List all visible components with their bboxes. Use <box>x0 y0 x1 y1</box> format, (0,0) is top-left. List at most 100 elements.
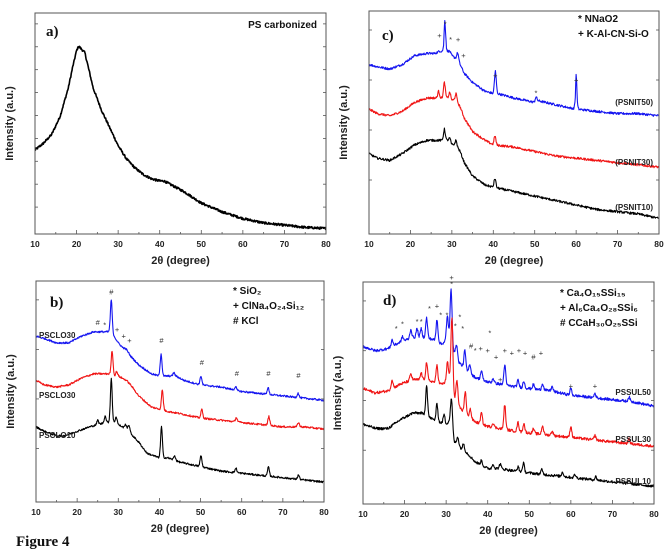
panel-a-letter: a) <box>46 24 59 40</box>
peak-marker: # <box>109 287 114 296</box>
x-tick-label: 50 <box>197 239 207 249</box>
series-line-psclo10 <box>35 377 325 484</box>
peak-marker: + <box>498 375 503 384</box>
peak-marker: + <box>593 382 598 391</box>
x-tick-label: 40 <box>155 507 165 517</box>
peak-marker: + <box>456 35 461 44</box>
x-tick-label: 10 <box>31 507 41 517</box>
x-tick-label: 80 <box>319 507 329 517</box>
x-tick-label: 70 <box>608 509 618 519</box>
peak-marker: + <box>569 382 574 391</box>
panel-d-marker-group: * * * ** +* **+***# * + +*+++ + + + # ++ + <box>395 273 598 391</box>
peak-marker: # <box>235 369 240 378</box>
peak-marker: * <box>439 311 442 320</box>
peak-marker: + <box>503 346 508 355</box>
x-tick-label: 50 <box>530 239 540 249</box>
series-label: (PSNIT10) <box>615 203 653 212</box>
legend-entry: # KCl <box>233 316 259 327</box>
x-tick-label: 80 <box>654 239 664 249</box>
panel-c: (PSNIT50)(PSNIT30)(PSNIT10) +** +++*+ 10 2… <box>338 10 664 267</box>
series-line-psnit30 <box>368 81 660 169</box>
peak-marker: * <box>444 20 447 29</box>
series-line-pssul50 <box>362 288 655 408</box>
panel-c-ylabel: Intensity (a.u.) <box>338 85 350 160</box>
peak-marker: # <box>296 371 301 380</box>
peak-marker: * <box>420 317 423 326</box>
peak-marker: * <box>103 320 106 329</box>
x-tick-label: 70 <box>278 507 288 517</box>
peak-marker: + <box>574 75 579 84</box>
x-tick-label: 30 <box>113 239 123 249</box>
peak-marker: + <box>486 346 491 355</box>
x-tick-label: 50 <box>196 507 206 517</box>
panel-b-xlabel: 2θ (degree) <box>151 523 210 535</box>
series-line-pssul10 <box>362 385 655 488</box>
legend-entry: * SiO₂ <box>233 286 261 297</box>
legend-entry: + Al₆Ca₄O₂₈SSi₆ <box>560 303 638 314</box>
panel-a-xlabel: 2θ (degree) <box>151 255 210 267</box>
panel-b-frame <box>35 280 325 503</box>
legend-entry: * NNaO2 <box>578 14 618 25</box>
x-tick-label: 70 <box>280 239 290 249</box>
legend-entry: * Ca₄O₁₅SSi₁₅ <box>560 288 626 299</box>
peak-marker: + <box>115 325 120 334</box>
panel-a-frame <box>34 12 327 235</box>
x-tick-label: 10 <box>358 509 368 519</box>
panel-b-series-group: PSCLO30 PSCLO30 PSCLO10 <box>35 299 325 484</box>
peak-marker: # <box>159 336 164 345</box>
x-tick-label: 80 <box>321 239 331 249</box>
peak-marker: # <box>531 353 536 362</box>
panel-d-series-group: PSSUL50 PSSUL30 PSSUL10 <box>362 288 655 488</box>
x-tick-label: 80 <box>649 509 659 519</box>
panel-d-letter: d) <box>383 293 396 309</box>
x-tick-label: 60 <box>571 239 581 249</box>
peak-marker: # <box>96 318 101 327</box>
peak-marker: * <box>416 317 419 326</box>
peak-marker: # <box>266 369 271 378</box>
panel-d-ticks: 10 20 30 40 50 60 70 80 <box>358 300 659 519</box>
panel-b-ticks: 10 20 30 40 50 60 70 80 <box>31 299 329 517</box>
peak-marker: * <box>458 313 461 322</box>
peak-marker: * <box>534 89 537 98</box>
series-label: (PSNIT50) <box>615 98 653 107</box>
peak-marker: * <box>454 322 457 331</box>
x-tick-label: 60 <box>237 507 247 517</box>
panel-c-ticks: 10 20 30 40 50 60 70 80 <box>364 29 664 249</box>
x-tick-label: 10 <box>30 239 40 249</box>
peak-marker: * <box>474 346 477 355</box>
x-tick-label: 20 <box>72 507 82 517</box>
panel-d-xlabel: 2θ (degree) <box>479 525 538 537</box>
peak-marker: * <box>461 324 464 333</box>
peak-marker: * <box>395 324 398 333</box>
panel-b-marker-group: # *#++ + ### # # <box>96 287 302 380</box>
peak-marker: + <box>127 336 132 345</box>
x-tick-label: 20 <box>400 509 410 519</box>
peak-marker: * <box>401 319 404 328</box>
peak-marker: * <box>449 35 452 44</box>
panel-b-letter: b) <box>50 295 63 311</box>
series-label: PSSUL30 <box>615 435 651 444</box>
series-line-psclo30 <box>35 299 325 402</box>
peak-marker: + <box>539 348 544 357</box>
peak-marker: + <box>494 353 499 362</box>
panel-c-marker-group: +** +++*+ <box>437 20 579 98</box>
panel-c-frame <box>368 10 660 235</box>
legend-entry: + ClNa₄O₂₄Si₁₂ <box>233 301 304 312</box>
x-tick-label: 10 <box>364 239 374 249</box>
x-tick-label: 20 <box>406 239 416 249</box>
panel-c-xlabel: 2θ (degree) <box>485 255 544 267</box>
peak-marker: + <box>523 348 528 357</box>
peak-marker: + <box>437 31 442 40</box>
panel-a: 10 20 30 40 50 60 70 80 a) PS carbonized 2θ (de… <box>4 12 331 267</box>
series-label: PSSUL50 <box>615 388 651 397</box>
peak-marker: + <box>478 344 483 353</box>
peak-marker: + <box>493 71 498 80</box>
series-line-psnit50 <box>368 20 660 117</box>
x-tick-label: 40 <box>483 509 493 519</box>
peak-marker: # <box>200 358 205 367</box>
x-tick-label: 40 <box>155 239 165 249</box>
x-tick-label: 60 <box>238 239 248 249</box>
